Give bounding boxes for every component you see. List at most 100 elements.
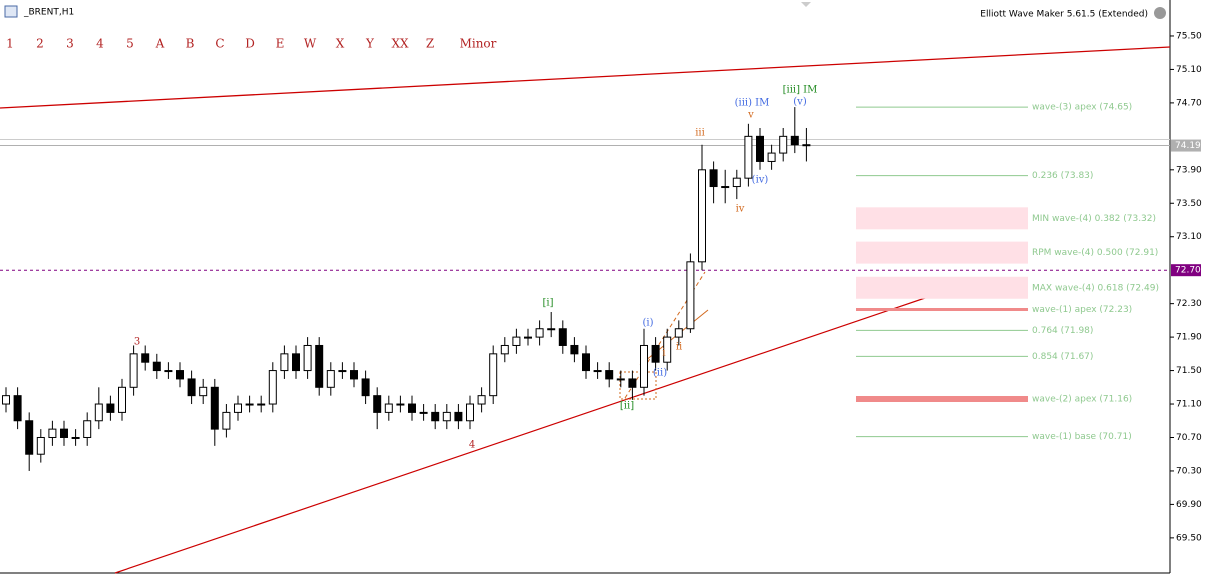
wave-label: iii [695,128,705,139]
candle-body [709,169,718,188]
symbol-title: _BRENT,H1 [23,8,74,18]
y-tick-label: 70.70 [1176,433,1202,443]
candle-body [350,370,358,380]
trend-line-lower [114,296,929,574]
candle-body [234,403,242,413]
candle-body [199,386,208,397]
toolbar-button[interactable]: D [245,37,255,51]
y-tick-label: 71.10 [1176,400,1202,410]
candle-body [582,353,590,372]
toolbar-button[interactable]: 5 [126,37,134,51]
candle-body [396,403,405,406]
level-label: wave-(3) apex (74.65) [1032,103,1132,113]
toolbar-button[interactable]: 2 [36,37,44,51]
wave-label: [iii] IM [783,85,818,96]
level-label: wave-(2) apex (71.16) [1032,395,1132,405]
candle-body [756,135,764,162]
y-tick-label: 69.90 [1176,500,1202,510]
wave-label: [i] [542,298,553,309]
candle-body [570,344,579,355]
candle-body [500,344,509,355]
candle-body [408,403,416,413]
candle-body [628,378,637,388]
candle-body [686,261,695,330]
wave-box [619,371,657,400]
y-tick-label: 73.50 [1176,199,1202,209]
wave-label: (v) [793,97,807,108]
candle-body [338,370,347,373]
candle-body [94,403,103,422]
candle-body [512,336,521,346]
candle-body [744,135,753,179]
wave-label: (iv) [752,175,769,186]
candle-body [361,378,370,397]
level-zone [856,207,1028,230]
candle-body [431,411,440,422]
y-tick-label: 75.10 [1176,65,1202,75]
level-label: RPM wave-(4) 0.500 (72.91) [1032,248,1158,258]
candle-body [489,353,498,397]
y-tick-label: 71.50 [1176,366,1202,376]
toolbar-button[interactable]: 3 [66,37,74,51]
toolbar-button[interactable]: 4 [96,37,104,51]
wave-label: v [747,110,754,121]
candle-body [71,436,80,439]
price-label: 72.70 [1175,266,1201,276]
candle-body [442,411,451,422]
candle-body [674,328,683,338]
candle-body [106,403,115,413]
candle-body [164,370,173,373]
wave-label: i [662,348,665,359]
candle-body [83,420,92,438]
candle-body [25,420,34,455]
toolbar-button[interactable]: A [155,37,165,51]
candle-body [152,361,161,372]
candle-body [60,428,68,438]
y-tick-label: 69.50 [1176,533,1202,543]
candle-body [303,344,312,372]
candle-body [721,186,730,189]
toolbar-button[interactable]: Minor [460,37,497,51]
candle-body [2,395,10,405]
candle-body [767,152,776,162]
candle-body [222,411,231,430]
toolbar-button[interactable]: XX [391,37,409,51]
candle-body [292,353,300,372]
candle-body [245,403,254,406]
candle-body [663,336,672,363]
toolbar-button[interactable]: Z [426,37,434,51]
candle-body [616,378,625,381]
toolbar-button[interactable]: X [336,37,345,51]
y-tick-label: 70.30 [1176,466,1202,476]
y-tick-label: 74.70 [1176,98,1202,108]
channel-line [624,271,706,399]
candle-body [419,411,428,414]
candle-body [466,403,474,422]
symbol-icon [4,5,18,18]
wave-label: [ii] [620,401,634,412]
y-tick-label: 73.10 [1176,232,1202,242]
toolbar-button[interactable]: W [304,37,317,51]
level-zone [856,241,1028,264]
wave-label: (i) [642,318,653,329]
toolbar-button[interactable]: C [215,37,224,51]
y-tick-label: 75.50 [1176,31,1202,41]
y-tick-label: 72.30 [1176,299,1202,309]
wave-label: (iii) IM [735,98,770,109]
toolbar-button[interactable]: E [276,37,285,51]
candle-body [129,353,138,388]
toolbar-button[interactable]: B [186,37,195,51]
wave-label: 4 [469,440,475,451]
toolbar-button[interactable]: 1 [6,37,14,51]
channel-line [639,309,709,366]
level-zone [856,276,1028,299]
candle-body [141,353,150,363]
y-tick-label: 71.90 [1176,333,1202,343]
candle-body [187,378,196,397]
wave-label: (ii) [653,368,667,379]
candle-body [118,386,126,413]
level-label: wave-(1) base (70.71) [1032,432,1132,442]
price-label-box [1171,139,1201,152]
toolbar-button[interactable]: Y [365,37,375,51]
candle-body [640,344,648,388]
